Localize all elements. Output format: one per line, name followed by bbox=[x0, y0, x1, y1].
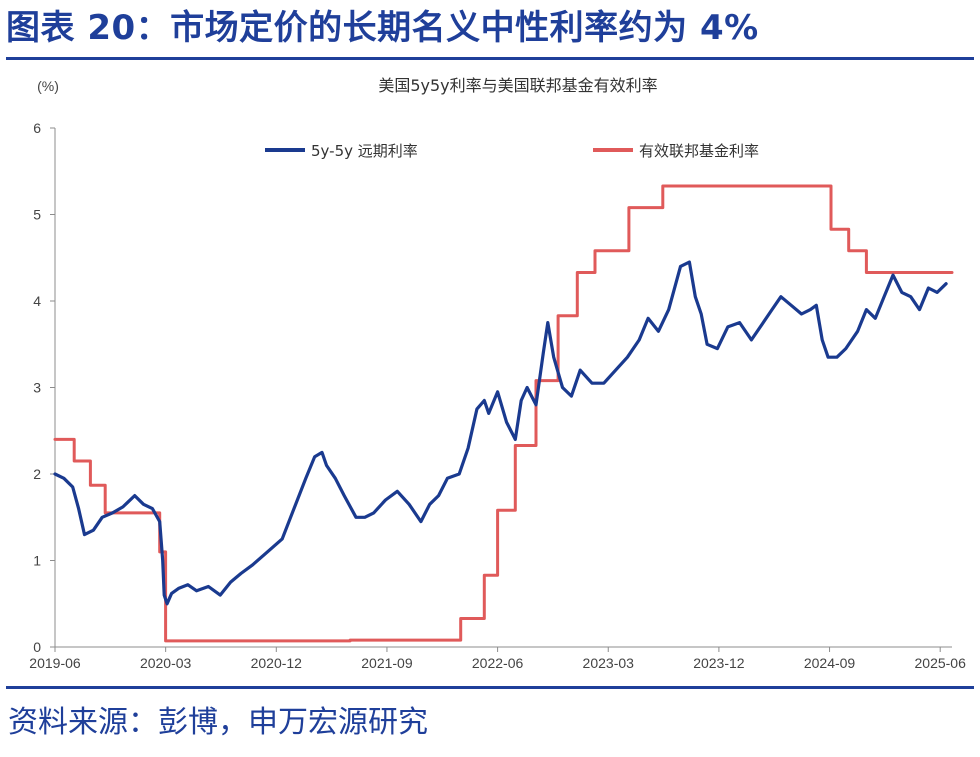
figure-heading: 图表 20：市场定价的长期名义中性利率约为 4% bbox=[6, 8, 759, 48]
x-tick-label: 2023-12 bbox=[693, 655, 745, 671]
x-tick-label: 2019-06 bbox=[29, 655, 81, 671]
legend-label-ffr: 有效联邦基金利率 bbox=[639, 142, 759, 160]
x-tick-label: 2020-12 bbox=[251, 655, 303, 671]
x-tick-label: 2020-03 bbox=[140, 655, 192, 671]
legend-label-5y5y: 5y-5y 远期利率 bbox=[311, 142, 418, 160]
y-axis-unit: (%) bbox=[37, 78, 59, 94]
y-tick-label: 3 bbox=[33, 380, 41, 396]
axes: 0 1 2 3 4 5 6 2019-06 2020-03 2020-12 2021-09 2022-… bbox=[29, 120, 966, 671]
y-tick-label: 5 bbox=[33, 207, 41, 223]
legend: 5y-5y 远期利率 有效联邦基金利率 bbox=[265, 142, 759, 160]
y-tick-label: 0 bbox=[33, 639, 41, 655]
footer-divider bbox=[6, 686, 974, 689]
chart-title: 美国5y5y利率与美国联邦基金有效利率 bbox=[378, 76, 657, 95]
series-lines bbox=[53, 184, 954, 643]
y-tick-label: 6 bbox=[33, 120, 41, 136]
series-line-ffr bbox=[53, 184, 954, 643]
x-tick-label: 2021-09 bbox=[361, 655, 413, 671]
series-line-5y5y bbox=[53, 260, 948, 606]
x-tick-label: 2023-03 bbox=[583, 655, 635, 671]
y-tick-label: 2 bbox=[33, 466, 41, 482]
source-note: 资料来源：彭博，申万宏源研究 bbox=[8, 705, 428, 740]
chart: 美国5y5y利率与美国联邦基金有效利率 (%) 0 1 2 3 4 5 6 2019-06 20… bbox=[29, 76, 966, 671]
y-tick-label: 4 bbox=[33, 293, 41, 309]
x-tick-label: 2025-06 bbox=[915, 655, 967, 671]
y-tick-label: 1 bbox=[33, 553, 41, 569]
x-tick-label: 2022-06 bbox=[472, 655, 524, 671]
x-tick-label: 2024-09 bbox=[804, 655, 856, 671]
heading-divider bbox=[6, 57, 974, 60]
